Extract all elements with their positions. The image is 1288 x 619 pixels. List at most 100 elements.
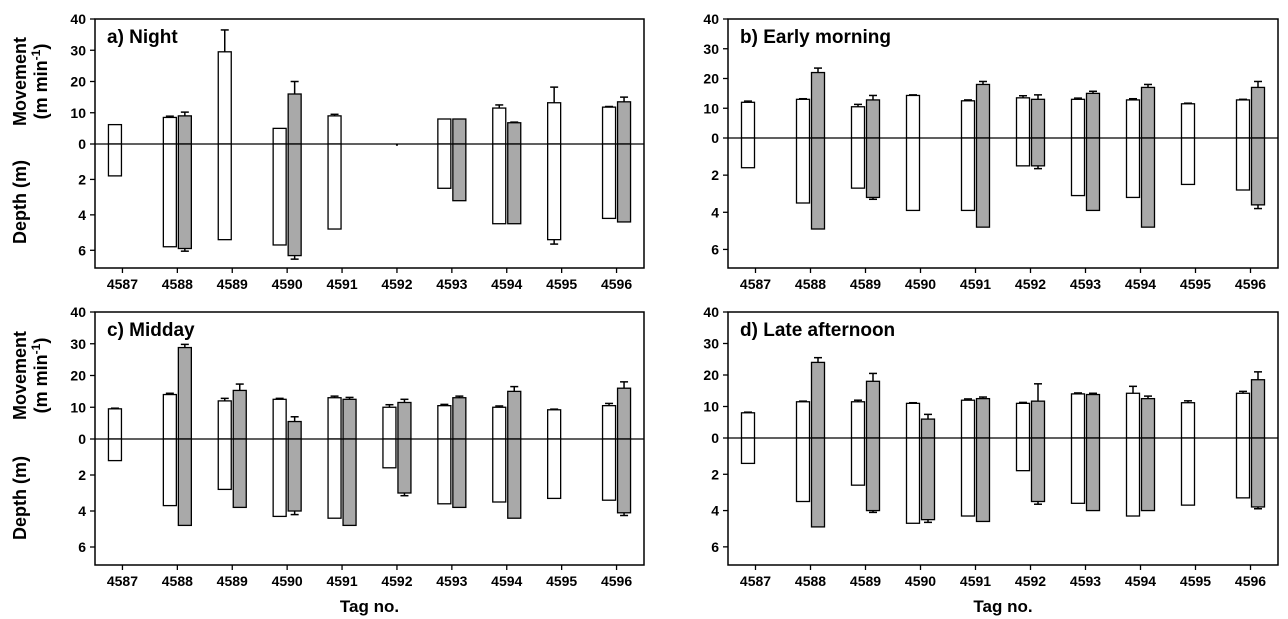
movement-tick-label: 0 <box>78 136 86 152</box>
movement-tick-label: 0 <box>78 431 86 447</box>
filled-movement-bar <box>865 99 881 139</box>
filled-movement-bar <box>975 397 991 439</box>
open-movement-bar <box>601 405 617 440</box>
depth-axis-title: Depth (m) <box>10 456 30 540</box>
movement-tick-label: 20 <box>70 74 86 90</box>
filled-depth-bar <box>1030 437 1046 503</box>
filled-movement-bar <box>616 101 632 145</box>
depth-tick-label: 6 <box>711 539 719 555</box>
x-tick-label: 4595 <box>546 276 577 292</box>
movement-tick-label: 30 <box>703 336 719 352</box>
filled-movement-bar <box>507 390 522 440</box>
unit-text: (m min <box>31 60 51 119</box>
x-axis-title: Tag no. <box>340 597 399 616</box>
unit-close: ) <box>31 44 51 50</box>
x-tick-label: 4596 <box>1235 276 1266 292</box>
x-tick-label: 4590 <box>905 573 936 589</box>
x-tick-label: 4589 <box>217 276 248 292</box>
filled-movement-bar <box>287 420 302 440</box>
filled-depth-bar <box>287 143 302 257</box>
depth-tick-label: 6 <box>711 241 719 257</box>
filled-depth-bar <box>975 137 991 228</box>
x-tick-label: 4594 <box>1125 276 1156 292</box>
filled-movement-bar <box>1250 379 1266 439</box>
x-tick-label: 4592 <box>1015 573 1046 589</box>
filled-movement-bar <box>810 361 826 439</box>
open-movement-bar <box>1015 97 1031 139</box>
open-movement-bar <box>1125 99 1141 139</box>
filled-movement-bar <box>177 346 193 440</box>
filled-depth-bar <box>810 137 826 230</box>
movement-tick-label: 10 <box>70 399 86 415</box>
movement-tick-label: 20 <box>70 368 86 384</box>
open-depth-bar <box>327 438 342 519</box>
filled-movement-bar <box>1140 86 1156 139</box>
movement-tick-label: 30 <box>703 41 719 57</box>
filled-movement-bar <box>920 418 936 439</box>
depth-tick-label: 2 <box>711 466 719 482</box>
filled-movement-bar <box>1140 397 1156 439</box>
filled-depth-bar <box>1140 137 1156 228</box>
open-depth-bar <box>1235 437 1251 499</box>
depth-tick-label: 4 <box>711 204 719 220</box>
open-movement-bar <box>272 398 287 440</box>
movement-tick-label: 40 <box>703 11 719 27</box>
filled-movement-bar <box>865 380 881 439</box>
unit-close: ) <box>31 338 51 344</box>
open-depth-bar <box>492 143 507 225</box>
movement-tick-label: 30 <box>70 336 86 352</box>
filled-depth-bar <box>397 438 412 494</box>
filled-depth-bar <box>1250 437 1266 508</box>
open-movement-bar <box>850 401 866 439</box>
movement-tick-label: 30 <box>70 42 86 58</box>
unit-superscript: -1 <box>29 343 43 354</box>
x-tick-label: 4589 <box>850 276 881 292</box>
open-depth-bar <box>740 437 756 465</box>
open-depth-bar <box>162 143 178 248</box>
x-tick-label: 4591 <box>326 276 357 292</box>
movement-tick-label: 40 <box>70 304 86 320</box>
x-tick-label: 4592 <box>381 573 412 589</box>
open-depth-bar <box>382 438 397 469</box>
movement-axis-title: Movement <box>10 37 30 126</box>
open-movement-bar <box>740 101 756 139</box>
open-depth-bar <box>217 143 232 241</box>
filled-depth-bar <box>1140 437 1156 512</box>
open-movement-bar <box>107 123 123 145</box>
open-movement-bar <box>1015 402 1031 439</box>
depth-axis-title: Depth (m) <box>10 160 30 244</box>
open-movement-bar <box>1180 402 1196 439</box>
plot-frame <box>727 18 1279 269</box>
x-tick-label: 4595 <box>546 573 577 589</box>
open-depth-bar <box>795 437 811 503</box>
x-tick-label: 4593 <box>1070 276 1101 292</box>
x-tick-label: 4592 <box>381 276 412 292</box>
open-depth-bar <box>905 137 921 212</box>
x-tick-label: 4588 <box>162 573 193 589</box>
open-movement-bar <box>1235 392 1251 439</box>
filled-depth-bar <box>1250 137 1266 206</box>
open-depth-bar <box>107 143 123 177</box>
x-tick-label: 4588 <box>795 276 826 292</box>
movement-tick-label: 20 <box>703 367 719 383</box>
open-movement-bar <box>1235 99 1251 139</box>
open-movement-bar <box>492 406 507 440</box>
filled-depth-bar <box>920 437 936 521</box>
filled-movement-bar <box>1085 92 1101 139</box>
unit-superscript: -1 <box>29 49 43 60</box>
open-movement-bar <box>905 402 921 439</box>
open-movement-bar <box>795 401 811 439</box>
x-tick-label: 4589 <box>217 573 248 589</box>
filled-depth-bar <box>287 438 302 512</box>
open-movement-bar <box>547 409 562 440</box>
open-movement-bar <box>492 107 507 145</box>
open-depth-bar <box>960 137 976 212</box>
open-depth-bar <box>272 143 287 246</box>
x-tick-label: 4587 <box>107 573 138 589</box>
x-tick-label: 4594 <box>1125 573 1156 589</box>
open-depth-bar <box>1125 437 1141 517</box>
x-tick-label: 4592 <box>1015 276 1046 292</box>
filled-movement-bar <box>342 398 357 440</box>
open-depth-bar <box>547 438 562 500</box>
open-movement-bar <box>905 94 921 139</box>
